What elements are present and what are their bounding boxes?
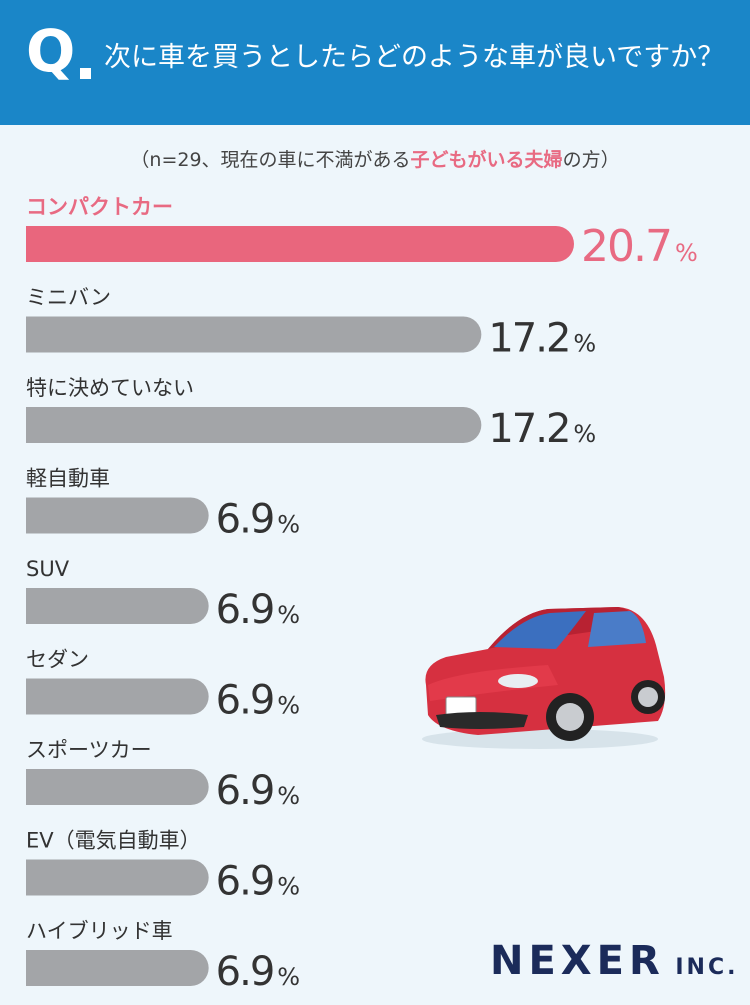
value-unit: % [573,420,596,448]
category-label: コンパクトカー [26,195,173,219]
category-label: EV（電気自動車） [26,829,201,853]
front-wheel-rim [556,703,584,731]
header-banner: Q 次に車を買うとしたらどのような車が良いですか？ [0,0,750,125]
category-label: 特に決めていない [26,376,194,400]
logo-main: NEXER [490,938,665,984]
value-label: 6.9% [216,768,300,814]
car-shadow [422,729,658,749]
value-number: 6.9 [216,678,274,724]
car-side-window [588,611,646,647]
value-unit: % [277,873,300,901]
car-illustration [422,607,666,749]
category-label: ミニバン [26,286,111,310]
sample-note-prefix: （n=29、現在の車に不満がある [130,149,411,171]
bar [26,497,209,534]
bars-layer: コンパクトカー 20.7 % ミニバン 17.2 % 特に決めていない 17.2 % 軽自動車 6.… [26,195,698,995]
sample-note: （n=29、現在の車に不満がある子どもがいる夫婦の方） [0,145,750,172]
front-grille [436,712,528,729]
value-unit: % [277,692,300,720]
bar [26,588,209,624]
value-number: 20.7 [581,221,671,272]
category-label: ハイブリッド車 [26,919,173,943]
value-label: 6.9% [216,949,300,995]
value-number: 6.9 [216,949,274,995]
value-number: 6.9 [216,587,274,633]
value-unit: % [573,330,596,358]
value-number: 6.9 [216,497,274,543]
value-number: 6.9 [216,768,274,814]
headlight [498,674,538,688]
category-label: SUV [26,557,70,581]
value-number: 17.2 [488,406,569,452]
value-unit: % [277,601,300,629]
value-label: 20.7% [581,221,698,272]
bar [26,316,482,353]
logo-suffix: INC. [675,955,739,980]
bar [26,678,209,715]
value-unit: % [675,239,698,267]
value-number: 6.9 [216,859,274,905]
nexer-logo: NEXER INC. [490,938,738,984]
q-mark: Q [26,17,75,85]
car-hood [428,665,558,701]
value-unit: % [277,511,300,539]
category-label: 軽自動車 [26,467,110,491]
value-unit: % [277,963,300,991]
value-number: 17.2 [488,316,569,362]
car-windshield [494,611,586,649]
bar [26,769,209,805]
value-label: 17.2% [488,316,596,362]
question-text: 次に車を買うとしたらどのような車が良いですか？ [104,42,725,73]
bar [26,407,482,443]
value-label: 6.9% [216,497,300,543]
value-label: 6.9% [216,859,300,905]
value-label: 17.2% [488,406,596,452]
rear-wheel-rim [638,687,658,707]
bar [26,859,209,896]
value-label: 6.9% [216,587,300,633]
bar [26,226,574,262]
q-dot [80,68,91,79]
value-unit: % [277,782,300,810]
category-label: スポーツカー [26,738,152,762]
category-label: セダン [26,648,89,672]
value-label: 6.9% [216,678,300,724]
bar [26,950,209,986]
sample-note-suffix: の方） [562,149,620,171]
sample-note-highlight: 子どもがいる夫婦 [410,149,563,171]
